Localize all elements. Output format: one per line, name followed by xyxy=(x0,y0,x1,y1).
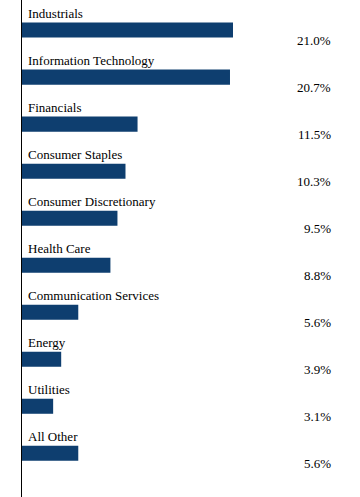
svg-text:Energy: Energy xyxy=(28,335,66,350)
svg-text:3.9%: 3.9% xyxy=(304,362,331,377)
svg-text:Consumer Staples: Consumer Staples xyxy=(28,147,122,162)
svg-text:Communication Services: Communication Services xyxy=(28,288,159,303)
svg-text:Utilities: Utilities xyxy=(28,382,70,397)
svg-text:8.8%: 8.8% xyxy=(304,268,331,283)
svg-text:20.7%: 20.7% xyxy=(297,80,331,95)
svg-text:5.6%: 5.6% xyxy=(304,315,331,330)
svg-text:11.5%: 11.5% xyxy=(298,127,331,142)
svg-text:Health Care: Health Care xyxy=(28,241,91,256)
svg-text:Financials: Financials xyxy=(28,100,81,115)
svg-text:9.5%: 9.5% xyxy=(304,221,331,236)
svg-text:3.1%: 3.1% xyxy=(304,409,331,424)
svg-text:10.3%: 10.3% xyxy=(297,174,331,189)
svg-text:Information Technology: Information Technology xyxy=(28,53,155,68)
svg-text:Consumer Discretionary: Consumer Discretionary xyxy=(28,194,156,209)
svg-text:All Other: All Other xyxy=(28,429,78,444)
svg-text:5.6%: 5.6% xyxy=(304,456,331,471)
svg-text:21.0%: 21.0% xyxy=(297,33,331,48)
svg-text:Industrials: Industrials xyxy=(28,6,83,21)
